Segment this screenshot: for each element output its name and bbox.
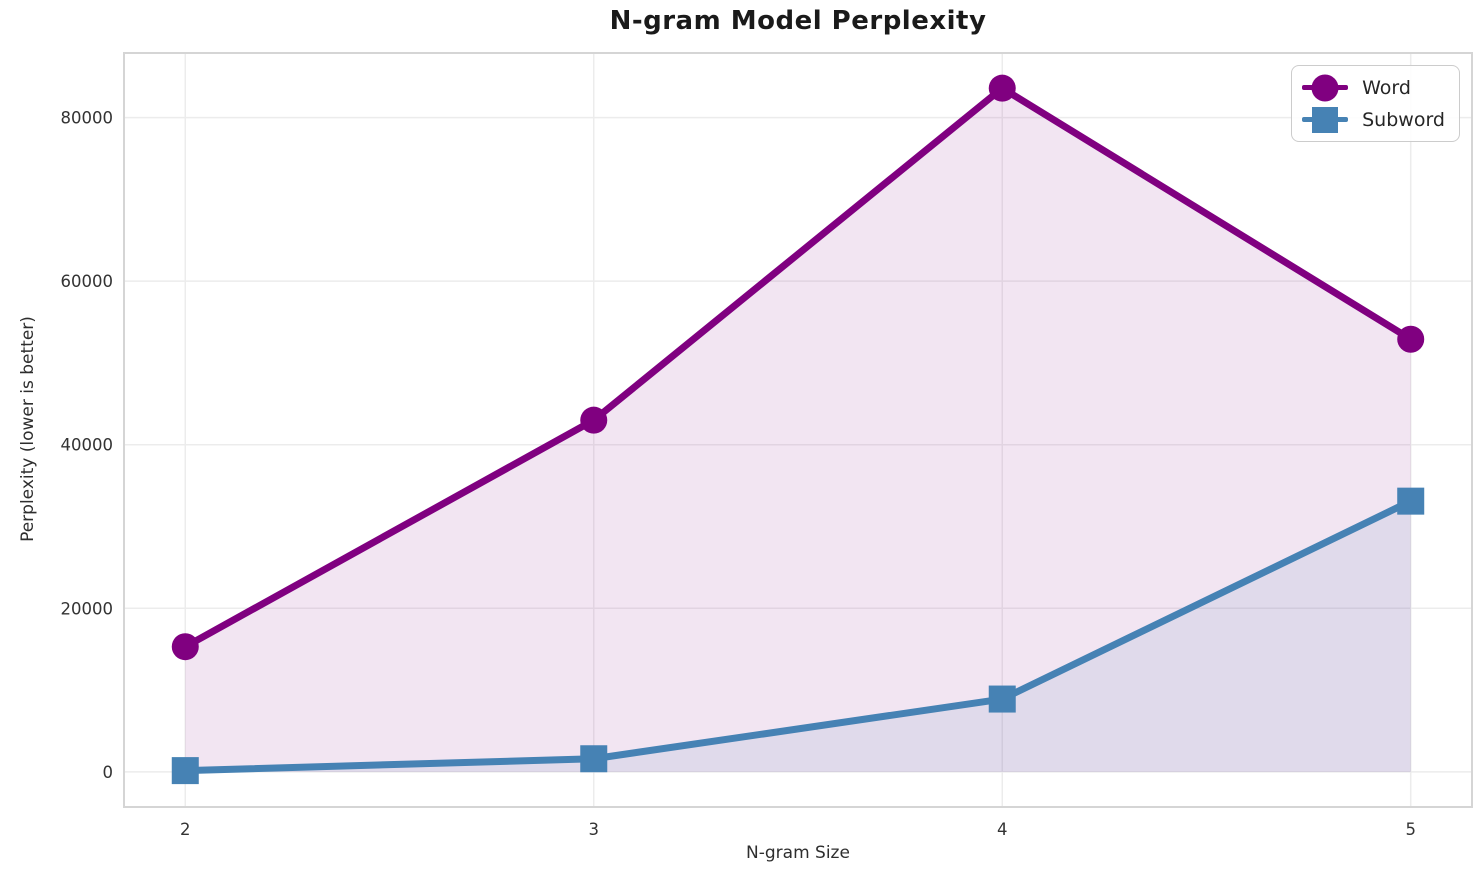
subword-marker	[171, 757, 199, 785]
word-marker	[171, 633, 199, 661]
subword-series-marker-icon	[1302, 106, 1349, 134]
chart-title: N-gram Model Perplexity	[609, 6, 987, 36]
legend-label-word: Word	[1362, 76, 1411, 99]
x-axis-label: N-gram Size	[746, 843, 850, 863]
word-marker	[1397, 325, 1425, 353]
y-tick-label: 80000	[61, 109, 114, 128]
subword-series-line	[181, 497, 1415, 775]
y-tick-label: 40000	[61, 436, 114, 455]
word-area-fill	[185, 88, 1411, 772]
word-series-line	[181, 84, 1415, 651]
subword-area-fill	[185, 501, 1411, 772]
y-tick-label: 0	[103, 763, 114, 782]
x-tick-label: 2	[180, 820, 191, 839]
subword-marker	[580, 745, 608, 773]
word-marker	[580, 406, 608, 434]
x-tick-label: 4	[997, 820, 1008, 839]
x-tick-label: 3	[589, 820, 600, 839]
legend-item-subword: Subword	[1302, 105, 1445, 134]
y-tick-label: 20000	[61, 599, 114, 618]
legend: Word Subword	[1291, 65, 1460, 142]
legend-label-subword: Subword	[1362, 108, 1445, 131]
legend-item-word: Word	[1302, 73, 1445, 102]
word-series-marker-icon	[1302, 74, 1349, 102]
x-tick-label: 5	[1405, 820, 1416, 839]
subword-marker	[988, 685, 1016, 713]
word-marker	[988, 74, 1016, 102]
y-axis-label: Perplexity (lower is better)	[18, 316, 38, 542]
axes-spines	[123, 52, 1473, 808]
subword-marker	[1397, 487, 1425, 515]
y-tick-label: 60000	[61, 272, 114, 291]
